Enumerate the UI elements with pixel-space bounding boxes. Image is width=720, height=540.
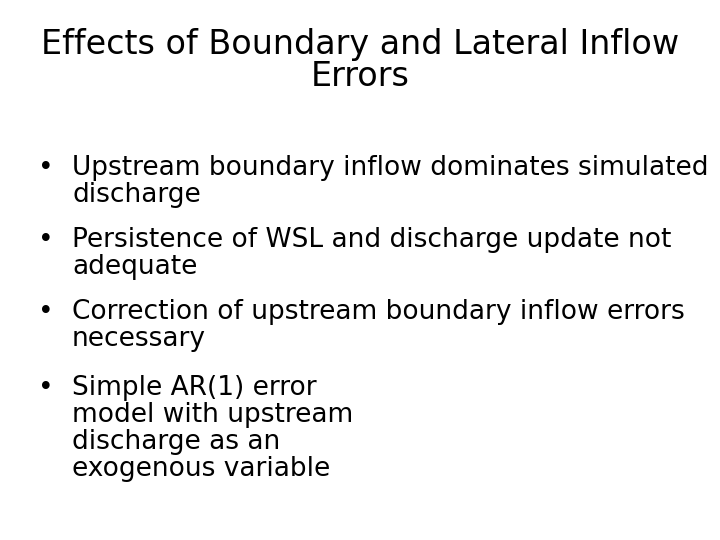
Text: exogenous variable: exogenous variable	[72, 456, 330, 482]
Text: Effects of Boundary and Lateral Inflow: Effects of Boundary and Lateral Inflow	[41, 28, 679, 61]
Text: Correction of upstream boundary inflow errors: Correction of upstream boundary inflow e…	[72, 299, 685, 325]
Text: Simple AR(1) error: Simple AR(1) error	[72, 375, 317, 401]
Text: •: •	[38, 375, 53, 401]
Text: •: •	[38, 299, 53, 325]
Text: •: •	[38, 155, 53, 181]
Text: discharge as an: discharge as an	[72, 429, 280, 455]
Text: Upstream boundary inflow dominates simulated: Upstream boundary inflow dominates simul…	[72, 155, 708, 181]
Text: model with upstream: model with upstream	[72, 402, 354, 428]
Text: •: •	[38, 227, 53, 253]
Text: Persistence of WSL and discharge update not: Persistence of WSL and discharge update …	[72, 227, 671, 253]
Text: Errors: Errors	[310, 60, 410, 93]
Text: adequate: adequate	[72, 254, 197, 280]
Text: necessary: necessary	[72, 326, 206, 352]
Text: discharge: discharge	[72, 182, 201, 208]
